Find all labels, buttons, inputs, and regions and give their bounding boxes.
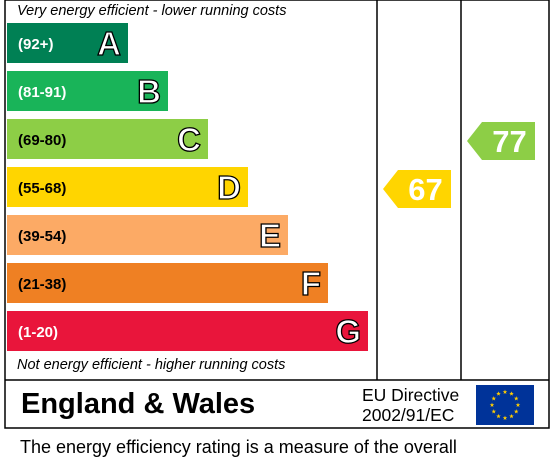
rating-potential: 77 bbox=[467, 122, 535, 160]
eu-directive-line1: EU Directive bbox=[362, 385, 460, 405]
flag-star bbox=[513, 409, 519, 414]
band-range-f: (21-38) bbox=[18, 276, 66, 293]
band-letter-g: G bbox=[335, 313, 361, 350]
band-bar-e bbox=[7, 215, 288, 255]
band-f: (21-38) F bbox=[7, 263, 328, 303]
flag-star bbox=[509, 391, 514, 396]
eu-directive-line2: 2002/91/EC bbox=[362, 405, 455, 425]
flag-star bbox=[496, 413, 501, 419]
rating-arrow-current bbox=[383, 170, 451, 208]
region-title: England & Wales bbox=[21, 388, 256, 420]
footer-note: The energy efficiency rating is a measur… bbox=[20, 437, 457, 457]
flag-star bbox=[509, 413, 514, 419]
band-range-a: (92+) bbox=[18, 36, 53, 53]
band-letter-f: F bbox=[301, 265, 321, 302]
eu-flag-icon bbox=[476, 385, 534, 425]
flag-star bbox=[489, 402, 495, 407]
band-a: (92+) A bbox=[7, 23, 128, 63]
band-bar-d bbox=[7, 167, 248, 207]
rating-arrow-potential bbox=[467, 122, 535, 160]
band-range-e: (39-54) bbox=[18, 228, 66, 245]
flag-star bbox=[491, 396, 497, 401]
band-bar-f bbox=[7, 263, 328, 303]
band-letter-a: A bbox=[97, 25, 121, 62]
flag-star bbox=[515, 402, 521, 407]
band-bar-a bbox=[7, 23, 128, 63]
band-letter-c: C bbox=[177, 121, 201, 158]
top-caption: Very energy efficient - lower running co… bbox=[17, 3, 287, 19]
rating-arrows: 67 77 bbox=[383, 122, 535, 208]
band-range-b: (81-91) bbox=[18, 84, 66, 101]
flag-star bbox=[502, 415, 508, 420]
flag-star bbox=[491, 409, 497, 414]
epc-chart: (92+) A (81-91) B (69-80) C (55-68) D (39-54) E (2… bbox=[4, 0, 550, 429]
band-c: (69-80) C bbox=[7, 119, 208, 159]
band-range-c: (69-80) bbox=[18, 132, 66, 149]
flag-star bbox=[502, 389, 508, 394]
chart-frame bbox=[4, 0, 550, 429]
band-e: (39-54) E bbox=[7, 215, 288, 255]
bottom-caption: Not energy efficient - higher running co… bbox=[17, 357, 286, 373]
band-g: (1-20) G bbox=[7, 311, 368, 351]
band-letter-e: E bbox=[259, 217, 281, 254]
band-range-d: (55-68) bbox=[18, 180, 66, 197]
band-bar-c bbox=[7, 119, 208, 159]
rating-value-potential: 77 bbox=[492, 124, 526, 159]
band-bar-g bbox=[7, 311, 368, 351]
rating-value-current: 67 bbox=[408, 172, 442, 207]
rating-bands: (92+) A (81-91) B (69-80) C (55-68) D (39-54) E (2… bbox=[7, 23, 368, 351]
flag-star bbox=[496, 391, 501, 396]
band-letter-d: D bbox=[217, 169, 241, 206]
band-b: (81-91) B bbox=[7, 71, 168, 111]
band-d: (55-68) D bbox=[7, 167, 248, 207]
band-letter-b: B bbox=[137, 73, 161, 110]
band-bar-b bbox=[7, 71, 168, 111]
band-range-g: (1-20) bbox=[18, 324, 58, 341]
flag-star bbox=[513, 396, 519, 401]
rating-current: 67 bbox=[383, 170, 451, 208]
